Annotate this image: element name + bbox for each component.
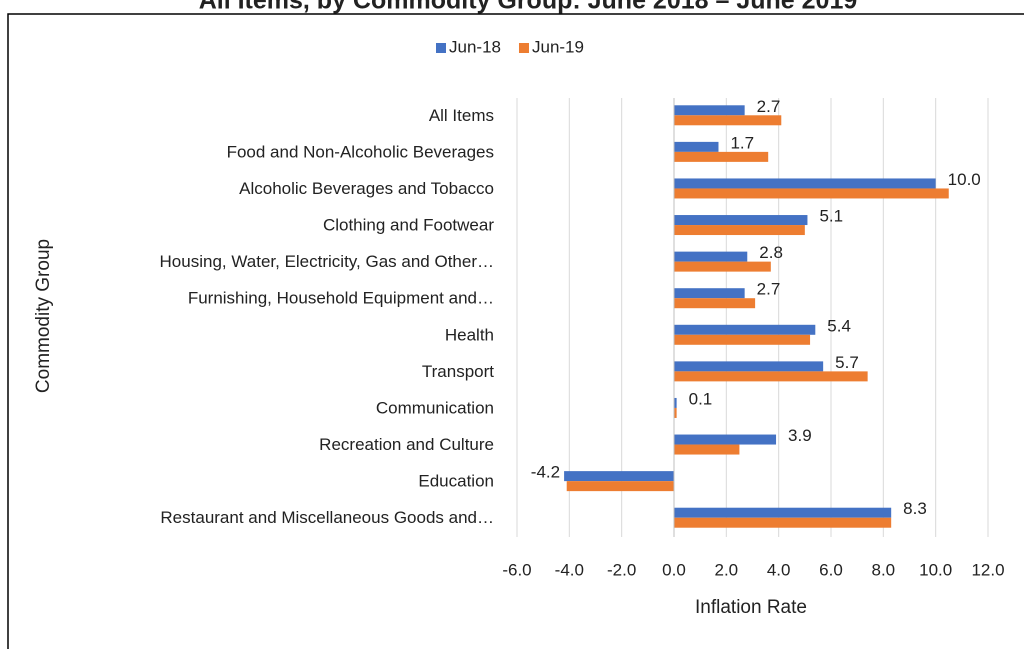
bar: [674, 334, 811, 345]
y-tick-label: Recreation and Culture: [319, 435, 494, 454]
x-tick-label: 2.0: [715, 560, 739, 579]
y-tick-label: Clothing and Footwear: [323, 216, 494, 235]
legend-label: Jun-18: [449, 37, 501, 56]
data-label: 10.0: [948, 170, 981, 189]
bar: [674, 225, 805, 236]
bar: [674, 288, 745, 299]
bar: [674, 141, 719, 152]
bar: [674, 434, 777, 445]
bar: [674, 517, 892, 528]
x-tick-label: 12.0: [971, 560, 1004, 579]
data-label: 2.7: [757, 280, 781, 299]
data-label: 2.7: [757, 97, 781, 116]
y-tick-label: Food and Non-Alcoholic Beverages: [227, 142, 494, 161]
bar: [674, 324, 816, 335]
data-label: -4.2: [531, 463, 560, 482]
bar: [674, 151, 769, 162]
x-tick-label: -4.0: [555, 560, 584, 579]
y-tick-label: Transport: [422, 362, 494, 381]
x-tick-label: 8.0: [872, 560, 896, 579]
y-tick-label: Housing, Water, Electricity, Gas and Oth…: [160, 252, 494, 271]
legend-label: Jun-19: [532, 37, 584, 56]
bar: [674, 361, 824, 372]
bar: [674, 397, 677, 408]
bar: [674, 215, 808, 226]
data-label: 5.4: [827, 316, 851, 335]
x-tick-label: 0.0: [662, 560, 686, 579]
y-tick-label: Restaurant and Miscellaneous Goods and…: [160, 508, 494, 527]
data-label: 1.7: [730, 133, 754, 152]
data-label: 0.1: [689, 389, 713, 408]
data-label: 5.1: [819, 207, 843, 226]
data-label: 8.3: [903, 499, 927, 518]
bar: [674, 444, 740, 455]
data-label: 5.7: [835, 353, 859, 372]
bar: [674, 371, 868, 382]
bar: [674, 188, 949, 199]
y-tick-label: Furnishing, Household Equipment and…: [188, 289, 494, 308]
x-axis-label: Inflation Rate: [695, 597, 807, 618]
chart-title: All Items, by Commodity Group: June 2018…: [199, 0, 858, 15]
bar: [674, 251, 748, 262]
y-tick-label: Alcoholic Beverages and Tobacco: [239, 179, 494, 198]
x-tick-label: -6.0: [502, 560, 531, 579]
y-tick-label: Education: [418, 472, 494, 491]
bar: [674, 298, 756, 309]
x-tick-label: 10.0: [919, 560, 952, 579]
legend-swatch: [518, 43, 529, 53]
bar: [674, 407, 677, 418]
bar: [674, 115, 782, 126]
bar: [674, 178, 936, 189]
data-label: 3.9: [788, 426, 812, 445]
data-label: 2.8: [759, 243, 783, 262]
y-tick-label: Health: [445, 325, 494, 344]
x-tick-label: -2.0: [607, 560, 636, 579]
bar: [674, 507, 892, 518]
bar: [564, 471, 674, 482]
bars: [564, 105, 949, 528]
bar: [566, 481, 674, 492]
y-tick-label: All Items: [429, 106, 494, 125]
y-tick-label: Communication: [376, 398, 494, 417]
x-tick-label: 4.0: [767, 560, 791, 579]
bar: [674, 105, 745, 116]
y-axis-label: Commodity Group: [33, 239, 54, 393]
frame: [7, 13, 1024, 649]
x-tick-label: 6.0: [819, 560, 843, 579]
bar: [674, 261, 771, 272]
legend-swatch: [436, 43, 446, 53]
